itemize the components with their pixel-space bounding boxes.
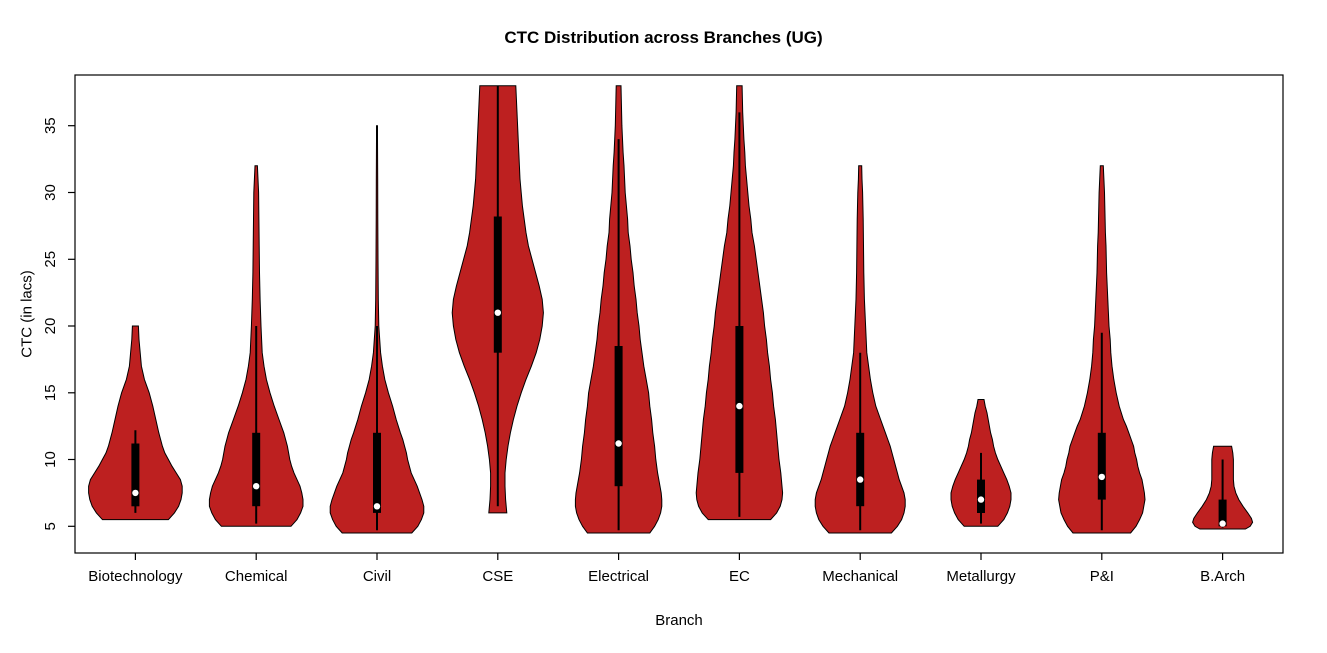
category-label: Civil bbox=[363, 568, 391, 585]
median-dot bbox=[1219, 520, 1226, 527]
iqr-box bbox=[735, 326, 744, 473]
iqr-box bbox=[1097, 432, 1106, 500]
median-dot bbox=[977, 496, 985, 503]
iqr-box bbox=[614, 346, 623, 487]
plot-frame bbox=[74, 74, 1284, 554]
iqr-box bbox=[131, 443, 140, 507]
y-tick-label: 10 bbox=[42, 451, 59, 468]
violin-Civil bbox=[329, 125, 425, 534]
violin-Mechanical bbox=[814, 165, 906, 534]
y-tick-label: 15 bbox=[42, 384, 59, 401]
violin-Metallurgy bbox=[950, 399, 1012, 527]
median-dot bbox=[857, 476, 864, 483]
iqr-box bbox=[856, 432, 865, 507]
median-dot bbox=[736, 402, 743, 410]
category-label: Biotechnology bbox=[88, 568, 183, 585]
category-label: P&I bbox=[1090, 568, 1114, 585]
iqr-box bbox=[252, 432, 261, 507]
violin-shape bbox=[814, 165, 906, 534]
median-dot bbox=[373, 503, 381, 510]
category-label: Metallurgy bbox=[946, 568, 1016, 585]
median-dot bbox=[494, 309, 501, 316]
y-tick-label: 35 bbox=[42, 117, 59, 134]
category-label: EC bbox=[729, 568, 750, 585]
chart-title: CTC Distribution across Branches (UG) bbox=[504, 28, 823, 47]
y-tick-label: 5 bbox=[42, 522, 59, 530]
violin-EC bbox=[695, 85, 784, 521]
category-label: CSE bbox=[482, 568, 513, 585]
median-dot bbox=[253, 483, 260, 490]
y-tick-label: 25 bbox=[42, 251, 59, 268]
iqr-box bbox=[493, 216, 502, 353]
violin-Biotechnology bbox=[88, 325, 183, 521]
y-tick-label: 20 bbox=[42, 318, 59, 335]
y-tick-label: 30 bbox=[42, 184, 59, 201]
category-label: Electrical bbox=[588, 568, 649, 585]
iqr-box bbox=[1218, 499, 1227, 527]
violin-B.Arch bbox=[1192, 445, 1254, 530]
category-label: Chemical bbox=[225, 568, 288, 585]
median-dot bbox=[615, 440, 622, 447]
median-dot bbox=[132, 489, 139, 497]
violin-Electrical bbox=[574, 85, 663, 534]
violin-P&I bbox=[1058, 165, 1146, 534]
x-axis-label: Branch bbox=[655, 612, 703, 629]
iqr-box bbox=[977, 479, 985, 513]
violin-Chemical bbox=[208, 165, 304, 527]
category-label: Mechanical bbox=[822, 568, 898, 585]
violin-shape bbox=[88, 325, 183, 521]
iqr-box bbox=[373, 432, 381, 513]
median-dot bbox=[1098, 473, 1106, 481]
category-label: B.Arch bbox=[1200, 568, 1245, 585]
violin-CSE bbox=[451, 85, 544, 514]
